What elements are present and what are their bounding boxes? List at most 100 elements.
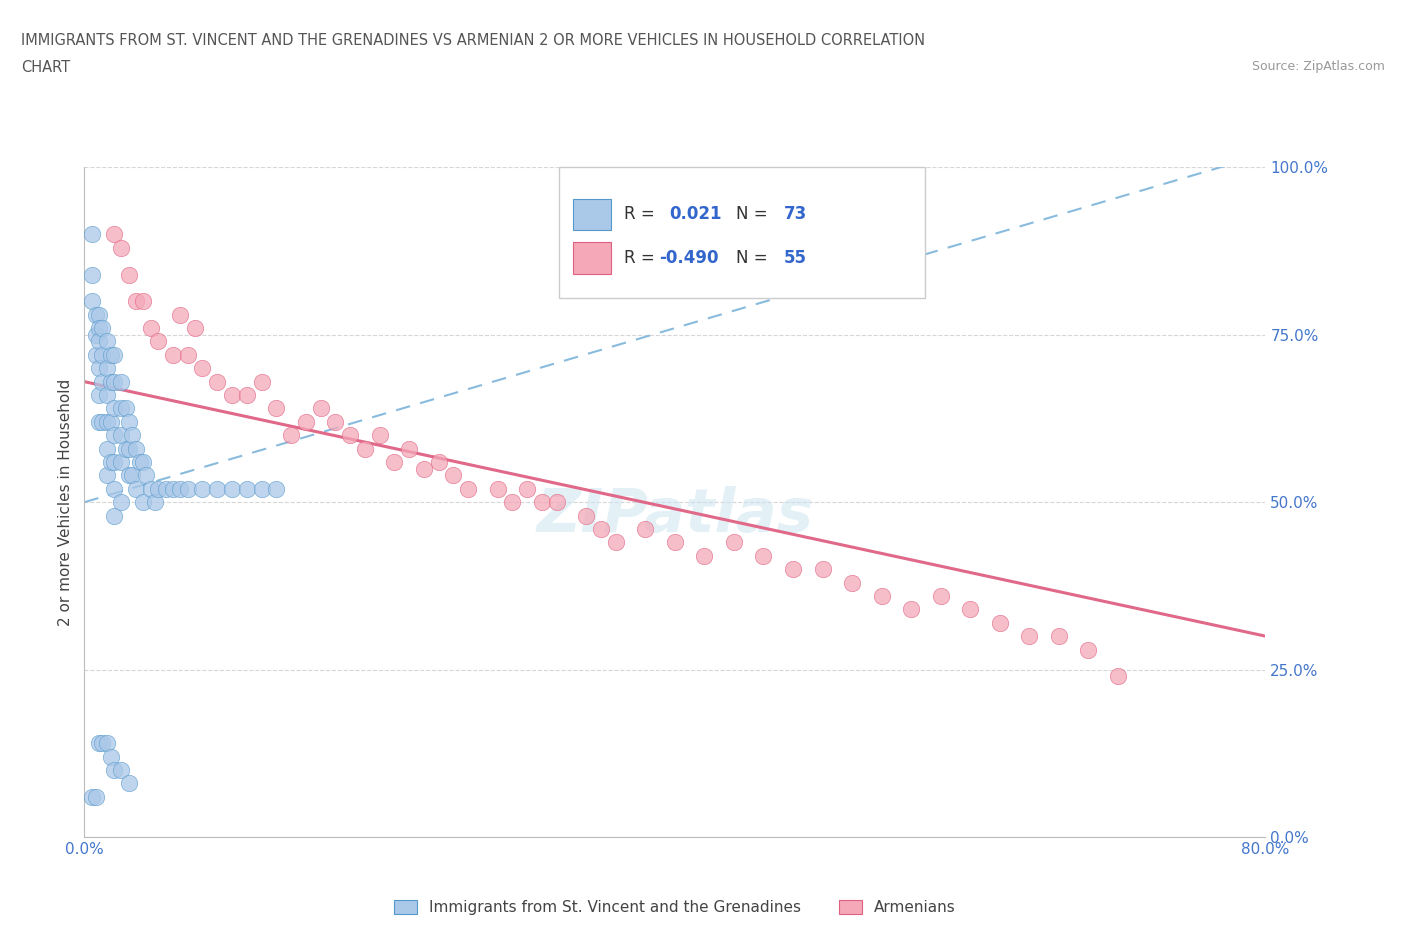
Point [339, 428, 361, 443]
Point [221, 482, 243, 497]
Point [118, 776, 141, 790]
Point [91, 736, 114, 751]
Point [143, 495, 166, 510]
Text: Source: ZipAtlas.com: Source: ZipAtlas.com [1251, 60, 1385, 73]
Point [148, 482, 170, 497]
Point [1077, 642, 1099, 657]
Point [87, 736, 111, 751]
Point [125, 294, 148, 309]
Point [96, 388, 118, 403]
Point [84, 327, 107, 342]
Point [191, 361, 214, 376]
Point [84, 307, 107, 322]
Point [413, 461, 436, 476]
Text: 55: 55 [783, 249, 807, 267]
Point [516, 482, 538, 497]
Point [110, 455, 132, 470]
Point [100, 750, 122, 764]
Point [264, 401, 288, 416]
Point [427, 455, 450, 470]
Point [221, 388, 243, 403]
Point [103, 482, 125, 497]
Point [103, 401, 125, 416]
Point [84, 348, 107, 363]
Point [250, 482, 273, 497]
Text: N =: N = [737, 249, 773, 267]
Point [546, 495, 568, 510]
Point [100, 415, 122, 430]
Point [87, 361, 111, 376]
Point [177, 482, 200, 497]
Point [118, 468, 141, 483]
Point [96, 736, 118, 751]
Text: N =: N = [737, 206, 773, 223]
Point [177, 348, 200, 363]
Point [91, 374, 114, 389]
Point [184, 321, 207, 336]
Point [80, 790, 103, 804]
Point [87, 321, 111, 336]
Point [752, 549, 775, 564]
Text: ZIPatlas: ZIPatlas [536, 486, 814, 545]
Point [87, 307, 111, 322]
Point [959, 602, 981, 617]
Point [91, 348, 114, 363]
Point [441, 468, 464, 483]
Point [191, 482, 214, 497]
Point [169, 307, 191, 322]
Point [110, 401, 132, 416]
Point [96, 334, 118, 349]
Point [100, 455, 122, 470]
Point [110, 374, 132, 389]
FancyBboxPatch shape [574, 242, 612, 273]
Point [96, 361, 118, 376]
Text: CHART: CHART [21, 60, 70, 75]
Y-axis label: 2 or more Vehicles in Household: 2 or more Vehicles in Household [58, 379, 73, 626]
Point [634, 522, 657, 537]
Point [139, 321, 162, 336]
Point [96, 441, 118, 456]
Point [87, 415, 111, 430]
Point [368, 428, 391, 443]
Point [96, 415, 118, 430]
Point [103, 455, 125, 470]
Point [103, 348, 125, 363]
Point [782, 562, 804, 577]
Point [323, 415, 347, 430]
Point [988, 616, 1011, 631]
Point [693, 549, 716, 564]
Point [1018, 629, 1040, 644]
Point [664, 535, 686, 550]
Point [723, 535, 745, 550]
Point [87, 388, 111, 403]
FancyBboxPatch shape [560, 167, 925, 298]
Point [162, 482, 184, 497]
Point [457, 482, 479, 497]
Point [103, 227, 125, 242]
Point [309, 401, 332, 416]
Point [235, 388, 259, 403]
Point [103, 374, 125, 389]
Point [87, 334, 111, 349]
Point [121, 468, 143, 483]
Point [235, 482, 259, 497]
Point [530, 495, 553, 510]
Point [205, 374, 228, 389]
Point [135, 468, 157, 483]
Point [486, 482, 509, 497]
Point [103, 428, 125, 443]
Point [264, 482, 288, 497]
Point [139, 482, 162, 497]
Point [118, 441, 141, 456]
Point [91, 415, 114, 430]
Text: R =: R = [624, 206, 659, 223]
Point [155, 482, 177, 497]
Legend: Immigrants from St. Vincent and the Grenadines, Armenians: Immigrants from St. Vincent and the Gren… [387, 893, 963, 923]
Point [110, 428, 132, 443]
Point [132, 455, 155, 470]
Point [114, 401, 136, 416]
Point [125, 441, 148, 456]
Point [80, 227, 103, 242]
Text: IMMIGRANTS FROM ST. VINCENT AND THE GRENADINES VS ARMENIAN 2 OR MORE VEHICLES IN: IMMIGRANTS FROM ST. VINCENT AND THE GREN… [21, 33, 925, 47]
Point [841, 575, 863, 590]
